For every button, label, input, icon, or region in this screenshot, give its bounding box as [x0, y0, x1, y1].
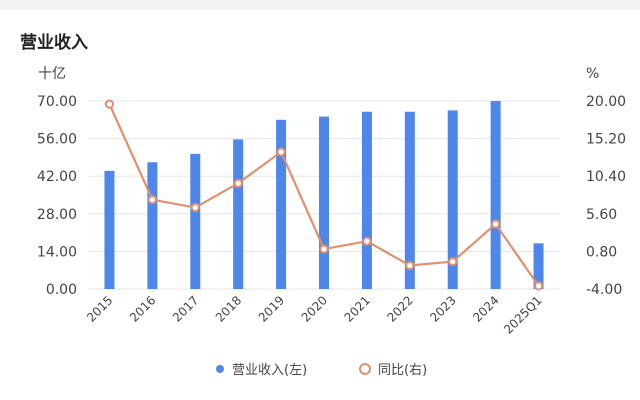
bar — [533, 243, 544, 289]
yoy-point — [319, 244, 329, 254]
left-tick-label: 70.00 — [37, 94, 77, 110]
bar — [276, 119, 287, 289]
left-axis-unit: 十亿 — [38, 66, 66, 82]
yoy-point — [448, 256, 458, 267]
left-tick-label: 14.00 — [37, 244, 77, 260]
bar — [361, 111, 372, 289]
bar — [104, 170, 115, 289]
x-tick-label: 2018 — [213, 293, 244, 324]
yoy-point — [533, 281, 544, 291]
yoy-point — [147, 195, 157, 205]
right-tick-label: 20.00 — [586, 94, 626, 110]
bar — [147, 162, 158, 289]
yoy-point — [362, 236, 372, 246]
left-tick-label: 56.00 — [37, 132, 77, 148]
left-tick-label: 42.00 — [37, 169, 77, 185]
top-band — [0, 0, 640, 10]
x-tick-label: 2017 — [170, 293, 201, 324]
legend-line-marker — [359, 363, 371, 375]
legend-bar-label: 营业收入(左) — [232, 363, 307, 378]
bar — [490, 101, 501, 289]
x-tick-label: 2022 — [384, 293, 415, 324]
legend-bar-marker — [216, 365, 224, 373]
left-tick-label: 0.00 — [46, 282, 77, 298]
right-tick-label: 10.40 — [586, 169, 626, 185]
x-tick-label: 2015 — [84, 293, 115, 324]
x-tick-label: 2024 — [470, 293, 501, 324]
yoy-point — [276, 147, 286, 157]
x-tick-label: 2019 — [256, 293, 287, 324]
right-tick-label: 15.20 — [586, 132, 626, 148]
right-axis-unit: % — [586, 66, 599, 82]
yoy-point — [190, 202, 200, 213]
bar — [404, 111, 415, 289]
x-tick-label: 2020 — [299, 293, 330, 324]
x-tick-label: 2016 — [127, 293, 158, 324]
yoy-point — [104, 99, 115, 109]
left-tick-label: 28.00 — [37, 207, 77, 223]
bar — [233, 139, 244, 289]
right-tick-label: 0.80 — [586, 244, 617, 260]
bar — [319, 116, 329, 289]
yoy-point — [491, 219, 501, 229]
x-tick-label: 2023 — [427, 293, 458, 324]
bar — [447, 110, 458, 290]
yoy-point — [233, 178, 243, 188]
chart-title: 营业收入 — [20, 33, 88, 53]
bar — [190, 153, 201, 289]
x-tick-label: 2025Q1 — [501, 293, 545, 337]
legend-line-label: 同比(右) — [378, 363, 427, 378]
yoy-point — [405, 260, 415, 271]
right-tick-label: 5.60 — [586, 207, 617, 223]
right-tick-label: -4.00 — [586, 282, 622, 298]
x-tick-label: 2021 — [342, 293, 373, 324]
